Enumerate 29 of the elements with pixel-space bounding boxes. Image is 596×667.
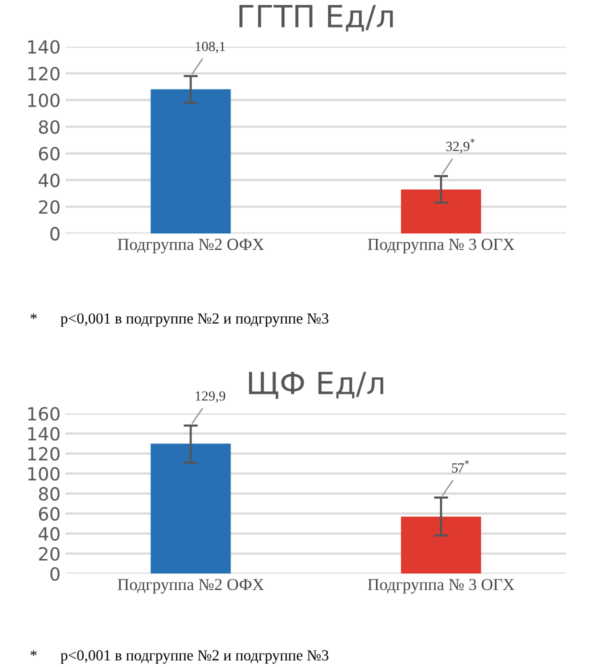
- x-tick-label: Подгруппа №2 ОФХ: [118, 578, 264, 594]
- y-tick-label: 0: [50, 226, 60, 241]
- y-tick-label: 20: [39, 200, 60, 214]
- y-tick-label: 80: [38, 120, 60, 134]
- x-tick-label: Подгруппа №2 ОФХ: [118, 238, 264, 254]
- chart-title: ГГТП Ед/л: [239, 4, 393, 32]
- y-tick-label: 40: [38, 527, 60, 541]
- y-tick-label: 100: [28, 94, 60, 108]
- text: * p<0,001 в подгруппе №2 и подгруппе №3: [30, 650, 328, 664]
- data-label: 129,9: [196, 391, 226, 403]
- y-tick-label: 20: [39, 547, 60, 561]
- x-tick-label: Подгруппа № 3 ОГХ: [368, 578, 514, 594]
- y-tick-label: 120: [28, 447, 60, 461]
- y-tick-label: 60: [38, 146, 60, 161]
- y-tick-label: 60: [38, 507, 60, 521]
- data-label: 57$^{*}$: [452, 460, 470, 473]
- text: * p<0,001 в подгруппе №2 и подгруппе №3: [30, 313, 328, 327]
- y-tick-label: 120: [28, 66, 60, 80]
- data-label: 32,9$^{*}$: [446, 138, 475, 154]
- y-tick-label: 0: [50, 567, 60, 581]
- y-tick-label: 140: [28, 40, 60, 54]
- y-tick-label: 80: [38, 487, 60, 501]
- y-tick-label: 100: [28, 467, 60, 481]
- y-tick-label: 160: [28, 407, 60, 421]
- chart-title: ЩФ Ед/л: [249, 372, 384, 399]
- x-tick-label: Подгруппа № 3 ОГХ: [368, 238, 514, 254]
- y-tick-label: 140: [28, 427, 60, 441]
- data-label: 108,1: [196, 42, 225, 54]
- y-tick-label: 40: [38, 174, 60, 188]
